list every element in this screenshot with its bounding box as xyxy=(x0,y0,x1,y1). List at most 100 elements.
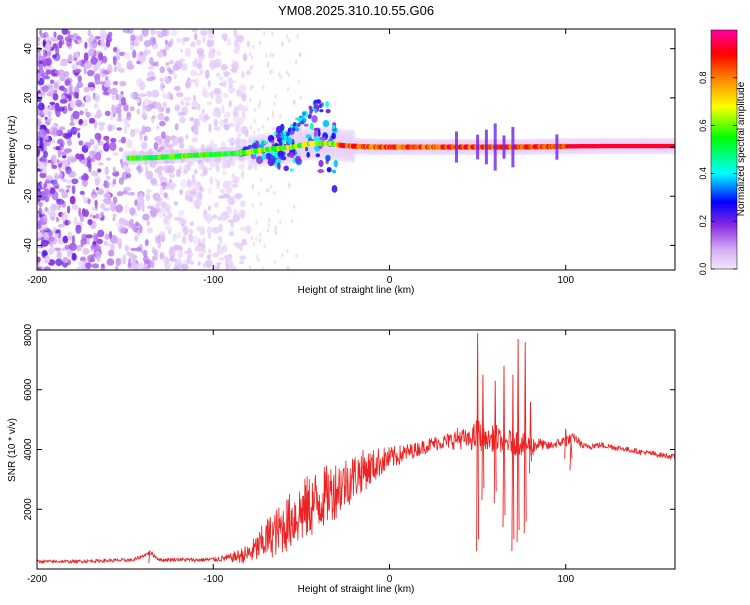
spectral-speckle xyxy=(208,186,212,195)
spectral-speckle xyxy=(196,62,203,70)
spectral-speckle xyxy=(137,164,142,174)
spectral-speckle xyxy=(124,204,130,214)
spectral-speckle xyxy=(185,134,189,140)
spectral-speckle xyxy=(136,108,140,115)
spectral-burst xyxy=(511,126,515,168)
colorbar-label: Normalized spectral amplitude xyxy=(736,81,747,216)
spectral-speckle xyxy=(228,259,233,269)
spectral-speckle xyxy=(212,252,219,258)
spectral-speckle xyxy=(49,79,55,85)
spectral-speckle xyxy=(281,253,284,258)
transition-blob xyxy=(331,125,336,129)
spectral-speckle xyxy=(273,190,276,196)
spectral-speckle xyxy=(165,141,170,148)
spectral-speckle xyxy=(83,142,92,149)
spectral-speckle xyxy=(49,243,53,248)
spectral-speckle xyxy=(174,216,182,221)
spectral-speckle xyxy=(69,83,73,92)
spectral-speckle xyxy=(91,194,96,200)
spectral-speckle xyxy=(86,238,90,245)
spectral-speckle xyxy=(192,94,197,102)
spectral-speckle xyxy=(61,178,67,182)
spectral-speckle xyxy=(159,66,166,74)
spectral-speckle xyxy=(255,254,258,260)
spectral-speckle xyxy=(159,77,164,82)
y-tick-label: 4000 xyxy=(23,438,34,461)
spectral-speckle xyxy=(179,58,185,63)
spectral-speckle xyxy=(151,89,160,98)
transition-blob xyxy=(309,122,314,130)
spectral-speckle xyxy=(189,228,194,234)
spectral-speckle xyxy=(249,86,252,91)
spectral-burst xyxy=(484,129,488,165)
transition-blob xyxy=(314,108,318,114)
spectral-speckle xyxy=(188,79,192,83)
spectral-speckle xyxy=(251,183,255,189)
spectral-speckle xyxy=(232,213,241,222)
spectral-speckle xyxy=(236,133,242,137)
spectral-speckle xyxy=(189,221,194,226)
spectral-speckle xyxy=(39,33,47,39)
spectral-speckle xyxy=(299,132,302,137)
spectral-speckle xyxy=(267,223,271,228)
spectral-speckle xyxy=(178,138,183,143)
spectral-speckle xyxy=(52,93,59,101)
spectral-speckle xyxy=(126,251,132,257)
spectral-speckle xyxy=(250,235,254,240)
spectral-speckle xyxy=(291,218,294,224)
spectrogram-plot-area xyxy=(37,29,675,270)
spectral-speckle xyxy=(278,72,281,77)
spectral-speckle xyxy=(37,231,43,239)
x-tick-label: 100 xyxy=(557,574,574,585)
spectral-speckle xyxy=(279,114,282,119)
spectral-speckle xyxy=(179,116,186,124)
spectral-speckle xyxy=(101,55,108,64)
spectral-speckle xyxy=(88,37,92,48)
spectral-speckle xyxy=(135,35,140,41)
spectral-speckle xyxy=(54,247,61,251)
spectral-speckle xyxy=(73,216,78,226)
spectral-speckle xyxy=(71,252,77,261)
spectral-speckle xyxy=(192,136,198,143)
spectral-speckle xyxy=(149,57,154,66)
spectral-speckle xyxy=(218,195,225,199)
spectral-speckle xyxy=(216,180,220,190)
spectral-speckle xyxy=(154,197,163,202)
spectral-speckle xyxy=(159,231,166,237)
spectral-speckle xyxy=(62,151,68,156)
spectral-speckle xyxy=(217,242,221,250)
spectral-speckle xyxy=(259,201,262,207)
spectral-speckle xyxy=(122,29,130,34)
snr-spike xyxy=(502,365,506,528)
spectral-speckle xyxy=(49,101,56,106)
spectral-speckle xyxy=(67,54,73,63)
spectral-speckle xyxy=(118,217,126,225)
spectral-speckle xyxy=(201,108,205,114)
spectral-speckle xyxy=(192,236,199,245)
spectral-speckle xyxy=(126,64,135,70)
spectral-speckle xyxy=(78,207,82,217)
spectral-speckle xyxy=(60,147,65,151)
spectral-speckle xyxy=(43,182,48,188)
spectral-speckle xyxy=(111,104,116,114)
spectral-speckle xyxy=(77,39,83,44)
spectral-speckle xyxy=(180,264,189,270)
spectral-speckle xyxy=(110,138,117,143)
spectral-speckle xyxy=(195,47,204,51)
spectral-speckle xyxy=(299,95,302,100)
spectral-speckle xyxy=(40,239,49,247)
spectral-speckle xyxy=(199,226,205,236)
spectral-speckle xyxy=(173,85,181,91)
spectral-speckle xyxy=(37,250,42,254)
colorbar-tick-label: 0.6 xyxy=(698,119,708,132)
spectral-speckle xyxy=(67,95,71,100)
spectral-speckle xyxy=(67,205,71,214)
spectral-speckle xyxy=(74,127,81,131)
spectral-speckle xyxy=(128,190,132,196)
spectrogram-x-axis: -200 -100 0 100 xyxy=(27,29,575,286)
spectral-speckle xyxy=(180,99,185,107)
snr-spike xyxy=(148,550,151,564)
spectral-speckle xyxy=(149,207,158,217)
spectral-speckle xyxy=(95,213,100,219)
spectral-speckle xyxy=(80,213,84,223)
